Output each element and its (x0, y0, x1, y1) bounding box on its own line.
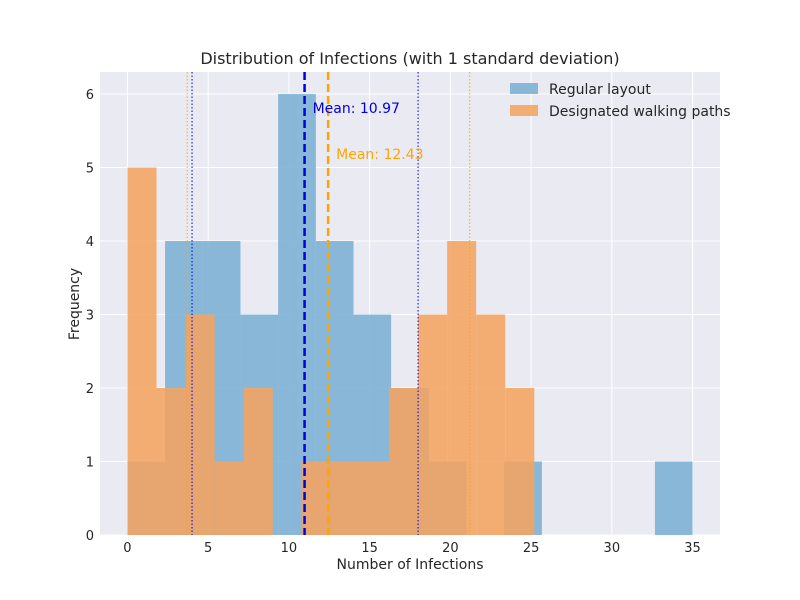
legend-swatch-regular-layout (510, 83, 538, 94)
bar-walking-paths (505, 388, 535, 535)
bar-walking-paths (127, 167, 157, 536)
bar-walking-paths (476, 314, 506, 535)
y-tick-label: 0 (86, 529, 94, 544)
legend-label-regular-layout: Regular layout (549, 82, 651, 98)
x-tick-label: 15 (361, 541, 378, 556)
bar-walking-paths (330, 461, 360, 535)
plot-area: 0 5 10 15 20 25 30 35 0 1 2 3 4 5 6 Mean: 10.97 Mean: 12… (86, 72, 731, 556)
x-axis-title: Number of Infections (337, 557, 484, 573)
y-tick-label: 5 (86, 162, 94, 177)
bar-walking-paths (156, 388, 186, 535)
legend-swatch-walking-paths (510, 105, 538, 116)
y-tick-label: 3 (86, 309, 94, 324)
x-tick-label: 5 (204, 541, 212, 556)
mean-label-regular-layout: Mean: 10.97 (313, 101, 400, 117)
bar-walking-paths (359, 461, 390, 535)
x-tick-label: 20 (442, 541, 459, 556)
chart-title: Distribution of Infections (with 1 stand… (200, 49, 619, 68)
x-tick-label: 0 (123, 541, 131, 556)
bar-walking-paths (447, 241, 477, 536)
y-tick-label: 2 (86, 382, 94, 397)
bar-regular-layout (654, 461, 693, 535)
bar-walking-paths (389, 388, 419, 535)
x-tick-label: 35 (684, 541, 701, 556)
bar-walking-paths (243, 388, 273, 535)
bar-walking-paths (418, 314, 448, 535)
y-tick-label: 1 (86, 456, 94, 471)
bar-walking-paths (301, 461, 331, 535)
x-tick-label: 10 (281, 541, 298, 556)
y-tick-label: 4 (86, 235, 94, 250)
x-tick-label: 30 (604, 541, 621, 556)
legend-label-walking-paths: Designated walking paths (549, 104, 731, 120)
mean-label-walking-paths: Mean: 12.43 (336, 147, 423, 163)
bar-walking-paths (214, 461, 244, 535)
y-axis-title: Frequency (67, 268, 83, 340)
x-tick-label: 25 (523, 541, 540, 556)
bar-walking-paths (185, 314, 215, 535)
y-tick-label: 6 (86, 88, 94, 103)
